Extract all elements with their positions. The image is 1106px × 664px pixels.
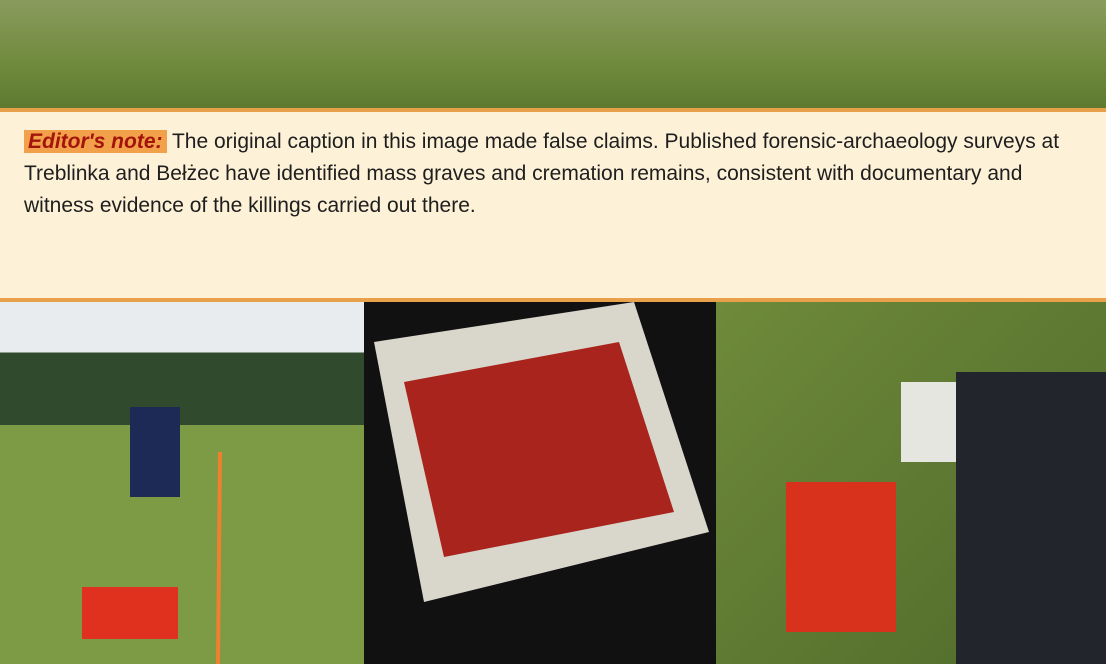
photo-screen <box>364 302 716 664</box>
equipment <box>82 587 178 639</box>
screen-drawing <box>364 302 716 664</box>
caption-band: Editor's note: The original caption in t… <box>0 108 1106 302</box>
top-photo <box>0 0 1106 108</box>
figure <box>130 407 180 497</box>
caption-body: The original caption in this image made … <box>24 130 1059 217</box>
caption-lead: Editor's note: <box>24 130 167 153</box>
field-drawing <box>0 302 364 664</box>
equipment-case <box>786 482 896 632</box>
laptop-drawing <box>716 302 1106 664</box>
tape-line <box>218 452 220 664</box>
screenshot: Editor's note: The original caption in t… <box>0 0 1106 664</box>
figure <box>956 372 1106 664</box>
photo-laptop <box>716 302 1106 664</box>
photo-field <box>0 302 364 664</box>
